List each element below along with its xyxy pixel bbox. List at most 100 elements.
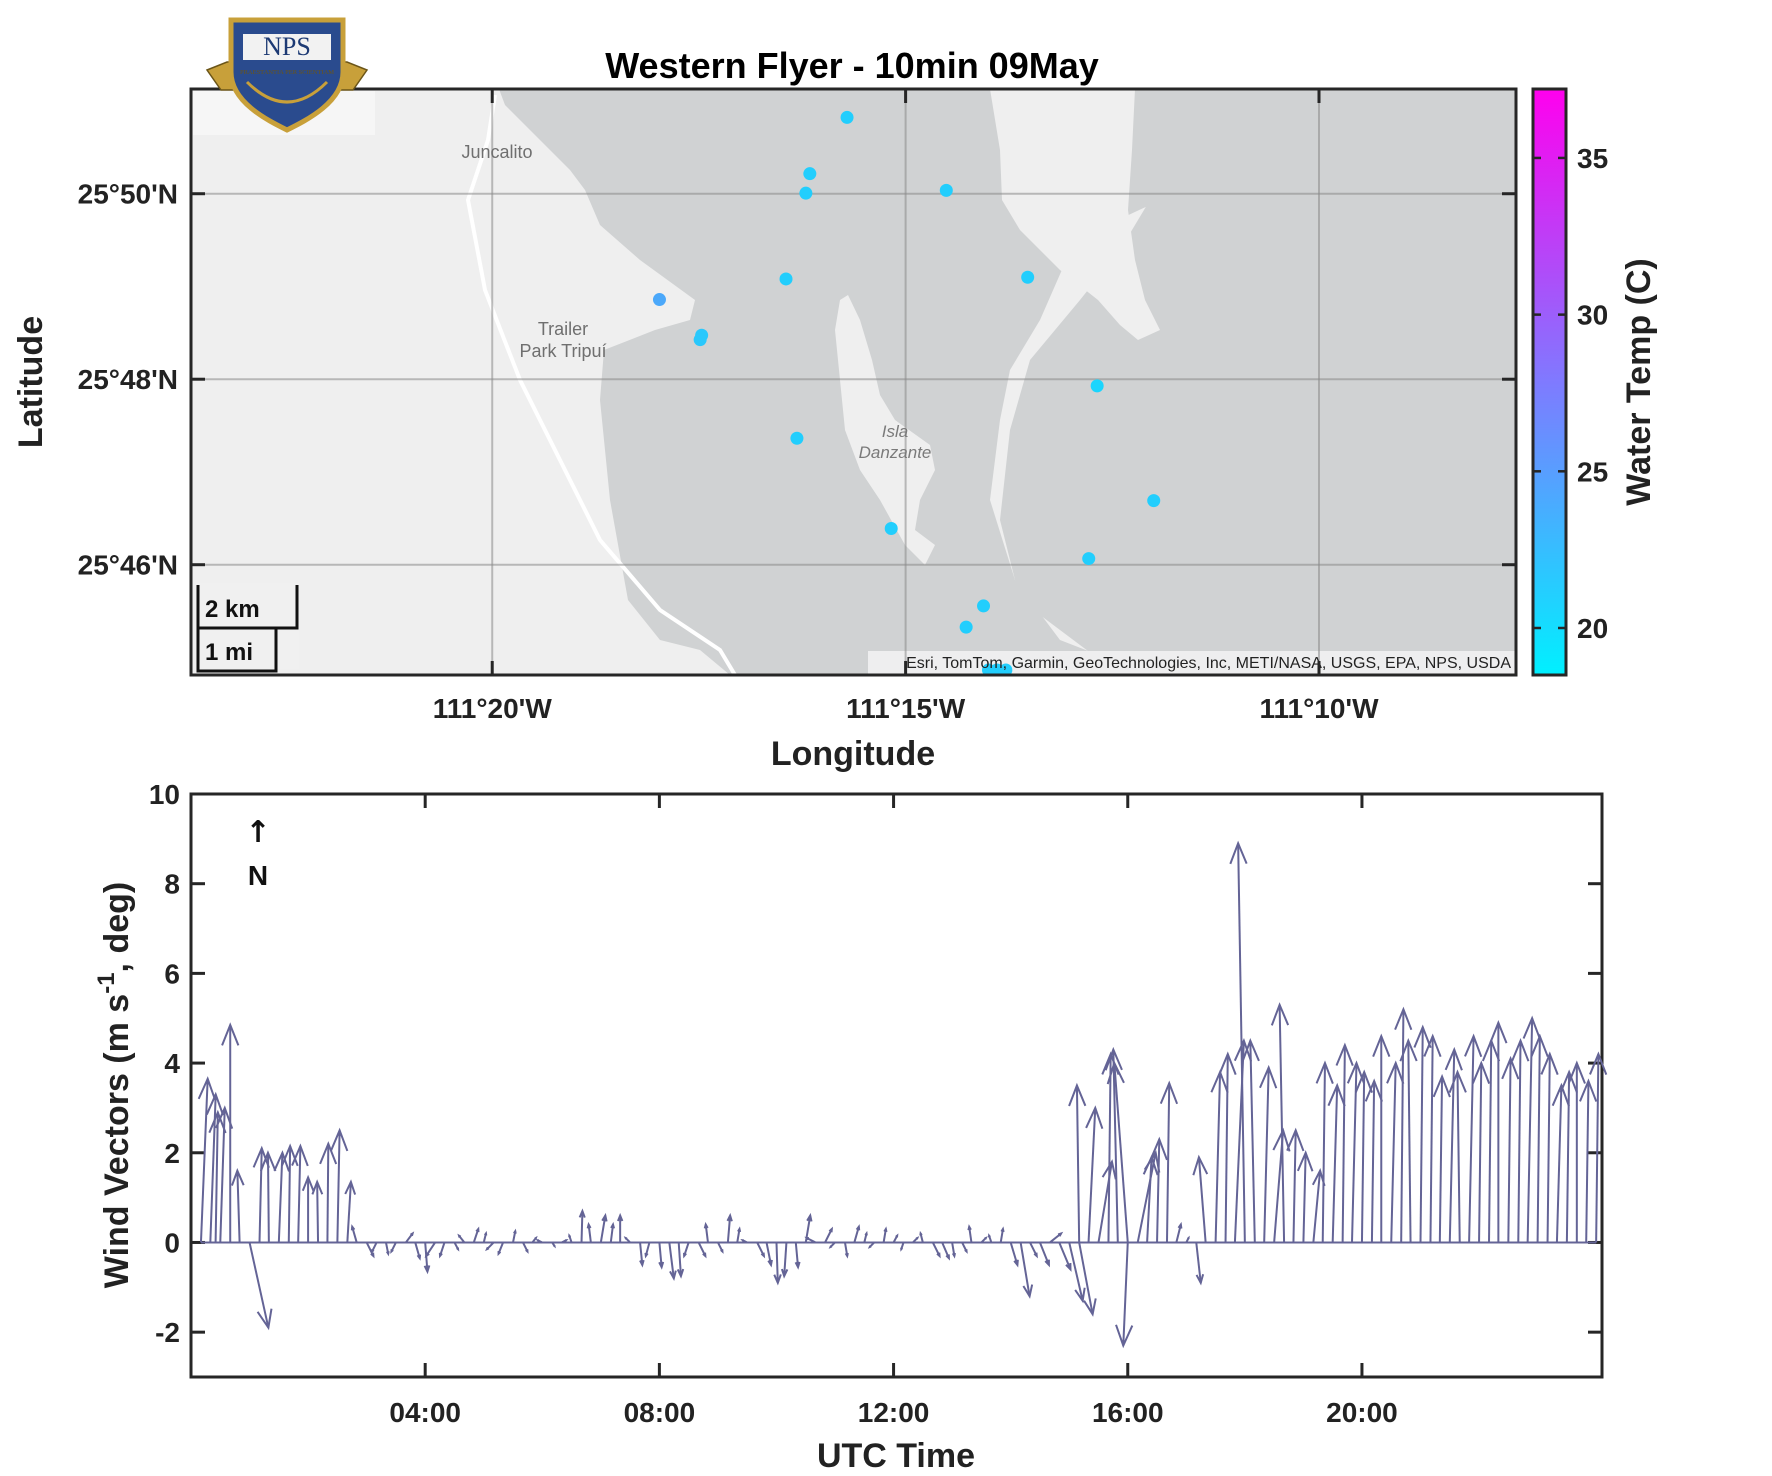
wind-vector [1394, 1006, 1413, 1243]
wind-ytick-label: 10 [149, 779, 180, 810]
wind-vector [586, 1221, 592, 1243]
wind-vector [867, 1241, 875, 1249]
wind-vector [780, 1242, 789, 1279]
wind-xtick-label: 16:00 [1092, 1397, 1164, 1428]
map-point [652, 293, 666, 307]
wind-vector [1104, 1046, 1123, 1243]
wind-xtick-label: 12:00 [858, 1397, 930, 1428]
wind-vector [512, 1228, 517, 1243]
wind-vector [1448, 1069, 1467, 1243]
wind-vector [1386, 1060, 1405, 1243]
wind-vector [765, 1242, 773, 1268]
wind-vector [882, 1226, 888, 1243]
map-point [790, 431, 804, 445]
wind-vector [980, 1236, 988, 1244]
wind-xtick-label: 08:00 [624, 1397, 696, 1428]
wind-vector [330, 1127, 349, 1243]
wind-ytick-label: -2 [155, 1317, 180, 1348]
wind-vector [1068, 1082, 1087, 1243]
map-point [1090, 379, 1104, 393]
wind-vector [273, 1150, 290, 1243]
map-xtick-label: 111°20'W [433, 693, 553, 724]
wind-frame [189, 792, 1604, 1379]
wind-vector [892, 1233, 899, 1243]
label-trailer-2: Park Tripuí [519, 341, 606, 361]
wind-vector [623, 1236, 631, 1244]
wind-vector [497, 1242, 504, 1257]
map-point [990, 663, 1004, 677]
wind-vector [485, 1241, 495, 1252]
water-bay [499, 89, 1150, 675]
map-point [1021, 270, 1035, 284]
wind-vector [599, 1212, 608, 1243]
wind-vector [900, 1242, 905, 1252]
wind-ytick-label: 0 [164, 1227, 180, 1258]
wind-vector [912, 1236, 920, 1244]
wind-vector [472, 1226, 480, 1243]
wind-vector [804, 1236, 817, 1244]
wind-ylabel: Wind Vectors (m s-1, deg) [93, 882, 136, 1288]
wind-vector [551, 1241, 556, 1249]
wind-vector [1259, 1064, 1278, 1243]
wind-ytick-label: 8 [164, 869, 180, 900]
wind-ylabel-tail: , deg) [98, 882, 136, 973]
wind-vector [717, 1242, 724, 1254]
wind-vector [756, 1242, 766, 1259]
wind-vector [1423, 1033, 1442, 1243]
label-trailer-1: Trailer [538, 319, 588, 339]
wind-vector [1489, 1020, 1508, 1243]
map-point [977, 599, 991, 613]
wind-vector [423, 1242, 431, 1275]
wind-vector [1085, 1105, 1104, 1243]
wind-vector [1471, 1060, 1491, 1243]
wind-vector [1364, 1078, 1383, 1243]
wind-vector [999, 1226, 1005, 1243]
wind-vector [350, 1224, 358, 1243]
map-point [803, 167, 817, 181]
wind-vector [1019, 1242, 1034, 1299]
label-isla: Isla [882, 422, 908, 441]
wind-vector [1530, 1033, 1549, 1243]
map-ytick-label: 25°50'N [78, 179, 178, 210]
map-xlabel: Longitude [771, 735, 935, 773]
scale-km: 2 km [205, 596, 260, 623]
wind-vectors [197, 840, 1608, 1349]
map-grid [191, 89, 1516, 675]
wind-vector [531, 1235, 538, 1244]
wind-vector [1115, 1242, 1134, 1349]
wind-vector [1241, 1037, 1260, 1243]
wind-vector [259, 1150, 277, 1243]
map-panel: Juncalito Trailer Park Tripuí Isla Danza… [12, 17, 1518, 773]
map-point [939, 183, 953, 197]
wind-vector [951, 1242, 956, 1259]
wind-vector [1068, 1242, 1086, 1304]
logo-motto: PRAESTANTIA PER SCIENTIAM [240, 69, 334, 76]
wind-vector [967, 1224, 973, 1243]
wind-vector [1192, 1154, 1209, 1243]
wind-vector [697, 1242, 707, 1259]
wind-vector [843, 1242, 849, 1259]
wind-vector [1058, 1242, 1072, 1272]
wind-vector [252, 1145, 270, 1243]
map-point [1147, 494, 1161, 508]
wind-vector [1106, 1060, 1129, 1243]
wind-vector [1159, 1080, 1179, 1243]
wind-vector [794, 1242, 801, 1270]
wind-vector [1009, 1242, 1019, 1268]
wind-vector [1399, 1037, 1418, 1243]
wind-vector [1185, 1235, 1190, 1243]
wind-xlabel: UTC Time [817, 1437, 975, 1475]
wind-vector [370, 1242, 378, 1254]
wind-vector [703, 1221, 709, 1243]
wind-ylabel-main: Wind Vectors (m s [98, 994, 136, 1288]
wind-vector [522, 1242, 529, 1254]
wind-vector [941, 1242, 950, 1261]
wind-vector [291, 1143, 309, 1243]
wind-ytick-label: 6 [164, 958, 180, 989]
map-xtick-label: 111°15'W [846, 693, 966, 724]
wind-xtick-label: 04:00 [389, 1397, 461, 1428]
wind-vector [1335, 1042, 1354, 1243]
wind-vector [1511, 1037, 1530, 1243]
wind-vector [1464, 1033, 1483, 1243]
wind-vector [1078, 1242, 1097, 1317]
